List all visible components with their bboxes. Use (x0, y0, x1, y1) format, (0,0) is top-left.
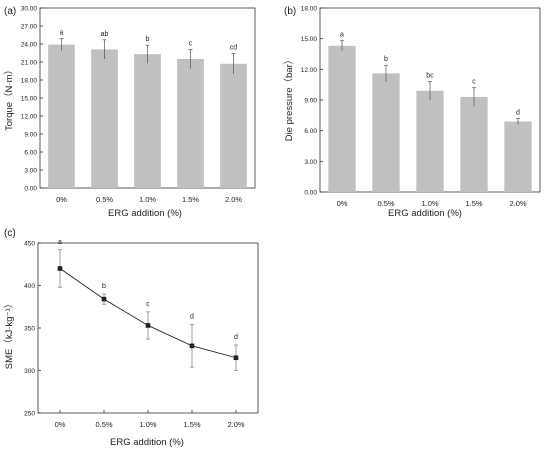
panel-a-ytick-label: 27.00 (21, 24, 38, 31)
panel-c-significance-letter: a (58, 239, 62, 246)
panel-c-data-point (145, 323, 151, 328)
panel-a-bar (91, 49, 118, 189)
panel-c-xtick-label: 1.5% (183, 420, 200, 429)
panel-b-bar (416, 90, 444, 192)
panel-b-significance-letter: a (340, 32, 344, 39)
panel-b-bar (504, 121, 532, 192)
panel-c-label: (c) (4, 228, 16, 239)
panel-a-ytick-label: 30.00 (21, 6, 38, 13)
panel-b-die-pressure-chart: (b) Die pressure（bar） ERG addition (%) 0… (283, 6, 541, 219)
panel-a-ytick-label: 18.00 (21, 78, 38, 85)
panel-b-xtick-label: 1.0% (421, 199, 438, 208)
panel-c-xtick-label: 0.5% (95, 420, 112, 429)
panel-b-bar (328, 45, 356, 193)
panel-a-ytick-label: 21.00 (21, 60, 38, 67)
panel-a-significance-letter: b (146, 36, 150, 43)
panel-b-ytick-label: 18.00 (301, 6, 318, 13)
panel-c-data-point (101, 296, 107, 302)
panel-a-ytick-label: 0.00 (24, 186, 37, 193)
panel-a-ytick-label: 6.00 (24, 150, 37, 157)
panel-a-ytick-label: 15.00 (21, 96, 38, 103)
panel-a-ylabel: Torque（N·m） (3, 65, 15, 131)
panel-b-bar (372, 73, 400, 192)
panel-a-xtick-label: 1.5% (182, 195, 199, 204)
panel-a-label: (a) (4, 6, 16, 17)
panel-a-significance-letter: a (60, 30, 64, 37)
panel-c-significance-letter: d (190, 314, 194, 321)
panel-c-xtick-label: 0% (55, 420, 66, 429)
panel-c-ytick-label: 350 (24, 326, 35, 333)
panel-a-xtick-label: 0% (56, 195, 67, 204)
panel-c-significance-letter: b (102, 283, 106, 290)
panel-b-xtick-label: 1.5% (465, 199, 482, 208)
panel-c-data-point (189, 343, 195, 349)
panel-b-xlabel: ERG addition (%) (388, 208, 462, 219)
panel-c-ytick-label: 300 (24, 368, 35, 375)
panel-a-bar (177, 59, 204, 188)
panel-b-ytick-label: 6.00 (304, 128, 317, 135)
panel-b-xtick-label: 0.5% (377, 199, 394, 208)
panel-b-significance-letter: bc (426, 73, 434, 80)
panel-b-bar (460, 96, 488, 192)
panel-b-ytick-label: 12.00 (301, 67, 318, 74)
panel-c-sme-chart: (c) SME（kJ·kg⁻¹） ERG addition (%) 250 300… (3, 228, 259, 448)
panel-a-xlabel: ERG addition (%) (108, 208, 182, 219)
panel-c-significance-letter: c (146, 301, 150, 308)
panel-a-ytick-label: 9.00 (24, 132, 37, 139)
panel-b-significance-letter: d (516, 109, 520, 116)
panel-a-xtick-label: 2.0% (225, 195, 242, 204)
panel-a-significance-letter: c (189, 40, 193, 47)
panel-a-torque-chart: (a) Torque（N·m） ERG addition (%) 0.00 3.0… (3, 6, 256, 219)
panel-a-bar (134, 54, 161, 189)
panel-b-ytick-label: 9.00 (304, 98, 317, 105)
panel-b-significance-letter: b (384, 56, 388, 63)
panel-b-ytick-label: 0.00 (304, 190, 317, 197)
panel-a-ytick-label: 3.00 (24, 168, 37, 175)
panel-a-ytick-label: 24.00 (21, 42, 38, 49)
panel-b-ytick-label: 15.00 (301, 36, 318, 43)
panel-a-significance-letter: ab (101, 31, 109, 38)
panel-c-data-point (57, 266, 63, 271)
panel-c-ytick-label: 400 (24, 283, 35, 290)
panel-c-ylabel: SME（kJ·kg⁻¹） (3, 299, 15, 369)
panel-b-label: (b) (284, 6, 296, 17)
panel-a-xtick-label: 0.5% (96, 195, 113, 204)
panel-c-xtick-label: 2.0% (227, 420, 244, 429)
panel-c-data-point (233, 355, 239, 361)
panel-a-significance-letter: cd (230, 45, 238, 52)
panel-b-xtick-label: 2.0% (509, 199, 526, 208)
panel-b-ylabel: Die pressure（bar） (283, 55, 295, 142)
panel-c-xlabel: ERG addition (%) (110, 437, 184, 448)
panel-a-bar (48, 44, 75, 188)
panel-c-ytick-label: 450 (24, 241, 35, 248)
panel-a-ytick-label: 12.00 (21, 114, 38, 121)
panel-a-bar (220, 63, 247, 188)
panel-b-significance-letter: c (472, 79, 476, 86)
panel-a-xtick-label: 1.0% (139, 195, 156, 204)
panel-c-significance-letter: d (234, 334, 238, 341)
panel-b-xtick-label: 0% (337, 199, 348, 208)
panel-b-ytick-label: 3.00 (304, 159, 317, 166)
panel-c-ytick-label: 250 (24, 411, 35, 418)
panel-c-xtick-label: 1.0% (139, 420, 156, 429)
